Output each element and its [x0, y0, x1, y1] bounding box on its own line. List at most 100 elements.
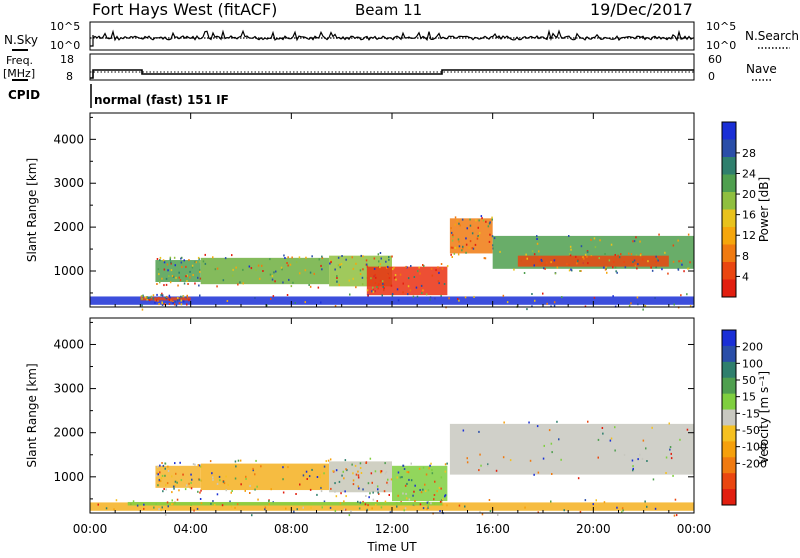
velocity-speckle: [669, 446, 672, 448]
power-speckle: [655, 255, 657, 258]
power-speckle: [538, 250, 540, 253]
velocity-speckle: [335, 495, 338, 498]
velocity-speckle: [358, 507, 361, 510]
velocity-speckle: [188, 482, 190, 485]
velocity-speckle: [197, 464, 200, 466]
power-speckle: [610, 243, 613, 246]
velocity-colorbar-tick-label: -100: [742, 441, 767, 454]
power-speckle: [321, 255, 323, 258]
velocity-speckle: [155, 503, 157, 506]
power-speckle: [382, 282, 384, 285]
velocity-speckle: [343, 508, 346, 511]
power-speckle: [603, 266, 605, 269]
velocity-speckle: [257, 498, 259, 501]
velocity-speckle: [115, 499, 118, 502]
freq-trace: [90, 69, 694, 79]
power-speckle: [651, 269, 654, 272]
velocity-speckle: [384, 500, 387, 503]
velocity-speckle: [308, 475, 311, 478]
power-speckle: [177, 297, 179, 299]
velocity-speckle: [162, 466, 165, 468]
power-speckle: [288, 278, 290, 281]
velocity-speckle: [480, 464, 482, 467]
power-speckle: [294, 302, 296, 304]
power-speckle: [168, 294, 171, 297]
power-speckle: [283, 254, 285, 257]
power-speckle: [632, 261, 634, 263]
power-speckle: [454, 216, 457, 219]
velocity-speckle: [197, 490, 199, 493]
power-speckle: [379, 263, 382, 266]
power-speckle: [686, 293, 688, 296]
power-speckle: [154, 299, 157, 302]
power-speckle: [446, 265, 449, 268]
velocity-speckle: [464, 505, 466, 508]
power-speckle: [155, 299, 158, 302]
velocity-xtick-label: 20:00: [576, 522, 611, 536]
power-speckle: [186, 274, 188, 277]
power-speckle: [381, 280, 384, 283]
power-speckle: [370, 280, 372, 283]
power-speckle: [477, 235, 479, 238]
power-speckle: [476, 237, 479, 240]
velocity-speckle: [362, 502, 364, 505]
velocity-speckle: [579, 510, 582, 513]
power-speckle: [178, 302, 181, 305]
power-speckle: [658, 233, 660, 236]
power-echo-region: [449, 218, 493, 254]
velocity-speckle: [367, 482, 370, 485]
power-speckle: [372, 286, 374, 289]
velocity-speckle: [136, 504, 139, 507]
velocity-speckle: [282, 478, 284, 481]
x-axis-label: Time UT: [366, 540, 417, 554]
velocity-speckle: [533, 473, 535, 476]
velocity-speckle: [252, 467, 254, 470]
power-speckle: [146, 296, 149, 299]
velocity-speckle: [211, 472, 213, 475]
power-speckle: [387, 265, 389, 268]
power-speckle: [450, 227, 452, 230]
velocity-speckle: [159, 471, 161, 474]
power-speckle: [533, 253, 536, 256]
velocity-speckle: [401, 476, 403, 479]
power-speckle: [506, 301, 509, 304]
power-speckle: [232, 268, 234, 271]
power-speckle: [491, 218, 493, 221]
power-speckle: [543, 267, 545, 270]
power-speckle: [402, 282, 404, 285]
velocity-colorbar-swatch: [722, 409, 736, 426]
velocity-speckle: [357, 470, 359, 473]
velocity-xtick-label: 12:00: [375, 522, 410, 536]
velocity-colorbar-tick-label: -200: [742, 457, 767, 470]
velocity-speckle: [196, 507, 199, 510]
velocity-speckle: [311, 468, 313, 471]
power-speckle: [270, 297, 272, 300]
power-speckle: [421, 292, 423, 294]
velocity-speckle: [165, 484, 167, 487]
velocity-speckle: [245, 477, 247, 480]
power-speckle: [372, 290, 375, 293]
velocity-speckle: [429, 464, 431, 467]
power-speckle: [525, 253, 527, 256]
power-speckle: [166, 263, 169, 266]
power-speckle: [158, 273, 160, 276]
power-speckle: [580, 245, 583, 248]
power-speckle: [448, 297, 450, 300]
power-speckle: [536, 235, 538, 238]
velocity-speckle: [366, 508, 368, 511]
power-speckle: [385, 265, 388, 268]
velocity-speckle: [143, 503, 145, 506]
velocity-speckle: [270, 488, 272, 491]
power-speckle: [633, 240, 636, 243]
power-speckle: [450, 253, 452, 256]
power-speckle: [417, 270, 419, 273]
velocity-speckle: [364, 503, 367, 506]
power-speckle: [419, 272, 421, 275]
velocity-speckle: [173, 487, 175, 490]
power-speckle: [280, 266, 283, 269]
velocity-speckle: [302, 474, 305, 477]
power-speckle: [656, 257, 658, 260]
velocity-speckle: [345, 468, 347, 471]
power-speckle: [336, 275, 338, 278]
power-speckle: [452, 234, 454, 237]
